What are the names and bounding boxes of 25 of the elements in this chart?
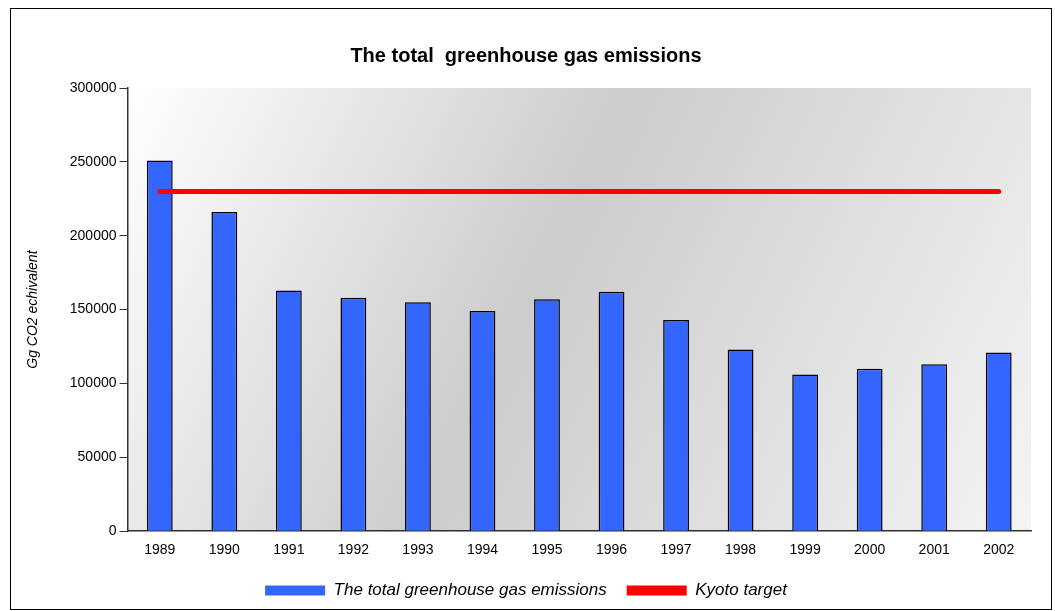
x-tick-label: 1997 bbox=[660, 541, 692, 558]
y-tick-label: 0 bbox=[108, 522, 117, 539]
y-tick-label: 300000 bbox=[69, 78, 117, 95]
x-tick-label: 1994 bbox=[466, 541, 499, 558]
x-tick-label: 1991 bbox=[273, 541, 305, 558]
y-tick-label: 100000 bbox=[69, 374, 117, 391]
x-tick-label: 2000 bbox=[854, 541, 886, 558]
x-tick-label: 1995 bbox=[531, 541, 563, 558]
y-axis-title: Gg CO2 echivalent bbox=[24, 249, 41, 369]
y-tick-label: 250000 bbox=[69, 152, 117, 169]
x-tick-label: 2001 bbox=[918, 541, 950, 558]
x-tick-label: 1996 bbox=[595, 541, 628, 558]
x-tick-label: 1990 bbox=[208, 541, 241, 558]
y-tick-label: 200000 bbox=[69, 226, 117, 243]
x-tick-label: 1998 bbox=[725, 541, 757, 558]
chart-title: The total greenhouse gas emissions bbox=[350, 43, 702, 66]
x-tick-label: 1992 bbox=[337, 541, 370, 558]
x-tick-label: 1993 bbox=[402, 541, 434, 558]
x-tick-label: 1999 bbox=[789, 541, 821, 558]
y-tick-label: 150000 bbox=[69, 300, 117, 317]
x-tick-label: 1989 bbox=[144, 541, 176, 558]
y-tick-label: 50000 bbox=[77, 448, 117, 465]
x-tick-label: 2002 bbox=[983, 541, 1015, 558]
legend-label: The total greenhouse gas emissions bbox=[333, 580, 608, 600]
legend-label: Kyoto target bbox=[695, 580, 789, 600]
